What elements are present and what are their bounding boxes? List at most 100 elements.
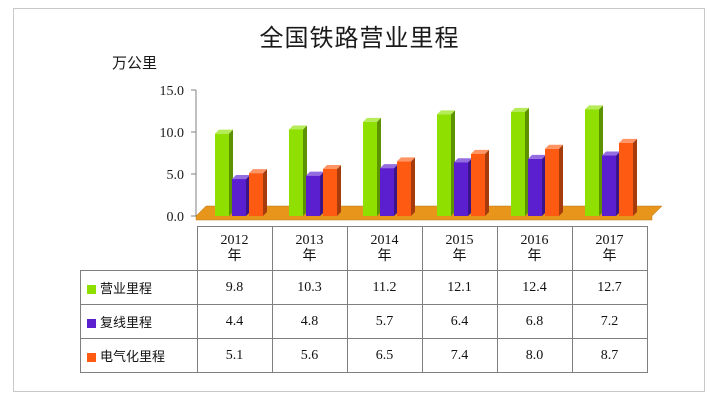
bar-group	[215, 105, 637, 216]
table-corner	[80, 226, 198, 271]
bar-top	[323, 164, 341, 169]
x-tick-suffix: 年	[227, 248, 242, 264]
bar-side	[263, 169, 267, 216]
bar-front	[602, 155, 616, 216]
x-tick-label: 2016	[520, 232, 549, 248]
bar-top	[249, 169, 267, 174]
bar-front	[363, 121, 377, 216]
table-row: 电气化里程 5.1 5.6 6.5 7.4 8.0 8.7	[80, 338, 648, 373]
data-label: 12.4	[496, 270, 573, 305]
bar-电气化里程-2016	[545, 144, 563, 216]
data-label: 10.3	[271, 270, 348, 305]
bar-top	[528, 154, 546, 159]
table-row: 营业里程 9.8 10.3 11.2 12.1 12.4 12.7	[80, 270, 648, 305]
bar-front	[289, 129, 303, 216]
bar-top	[289, 125, 307, 130]
bar-复线里程-2017	[602, 151, 620, 216]
x-tick-suffix: 年	[527, 248, 542, 264]
bar-top	[215, 129, 233, 134]
bar-营业里程-2012	[215, 129, 233, 216]
y-tick-label: 5.0	[167, 168, 185, 183]
x-tick-suffix: 年	[602, 248, 617, 264]
data-label: 9.8	[196, 270, 273, 305]
bar-front	[528, 158, 542, 216]
bar-front	[215, 133, 229, 216]
bar-front	[232, 179, 246, 216]
data-label: 8.7	[571, 338, 648, 373]
bar-top	[511, 107, 529, 112]
table-year-cell: 2017 年	[571, 226, 648, 271]
bar-side	[411, 157, 415, 216]
table-year-cell: 2016 年	[496, 226, 573, 271]
x-tick-label: 2017	[595, 232, 624, 248]
legend-swatch	[87, 353, 96, 362]
x-tick-label: 2014	[370, 232, 399, 248]
x-tick-label: 2013	[295, 232, 324, 248]
data-label: 12.1	[421, 270, 498, 305]
bar-复线里程-2015	[454, 158, 472, 216]
bar-top	[380, 164, 398, 169]
y-tick-label: 15.0	[160, 84, 185, 99]
chart-title: 全国铁路营业里程	[259, 24, 460, 52]
y-tick-label: 10.0	[160, 126, 185, 141]
y-axis-unit: 万公里	[112, 54, 158, 72]
legend-entry: 电气化里程	[80, 338, 198, 373]
bar-top	[619, 138, 637, 143]
bar-front	[585, 109, 599, 216]
data-label: 4.8	[271, 304, 348, 339]
bar-top	[437, 110, 455, 115]
bar-复线里程-2016	[528, 154, 546, 216]
bar-front	[397, 161, 411, 216]
bar-电气化里程-2013	[323, 164, 341, 216]
y-axis: 0.0 5.0 10.0 15.0	[160, 84, 197, 225]
y-tick-label: 0.0	[167, 210, 185, 225]
x-tick-suffix: 年	[452, 248, 467, 264]
bar-top	[397, 157, 415, 162]
data-label: 5.1	[196, 338, 273, 373]
bar-front	[511, 111, 525, 216]
bar-top	[471, 149, 489, 154]
bar-营业里程-2015	[437, 110, 455, 216]
bar-top	[306, 171, 324, 176]
data-label: 11.2	[346, 270, 423, 305]
legend-entry: 营业里程	[80, 270, 198, 305]
series-name: 营业里程	[100, 282, 153, 297]
x-tick-label: 2015	[445, 232, 474, 248]
table-year-cell: 2012 年	[196, 226, 273, 271]
series-name: 电气化里程	[100, 350, 166, 365]
bar-电气化里程-2017	[619, 138, 637, 216]
series-name: 复线里程	[100, 316, 153, 331]
x-tick-suffix: 年	[377, 248, 392, 264]
data-label: 6.5	[346, 338, 423, 373]
bar-复线里程-2012	[232, 175, 250, 216]
bar-side	[485, 149, 489, 216]
bar-front	[454, 162, 468, 216]
data-label: 12.7	[571, 270, 648, 305]
data-label: 8.0	[496, 338, 573, 373]
bar-电气化里程-2014	[397, 157, 415, 216]
data-table: 2012 年 2013 年 2014 年 2015 年 2016 年 2017 年 营业里程 9.8 10…	[80, 226, 648, 373]
x-tick-label: 2012	[220, 232, 249, 248]
data-label: 7.4	[421, 338, 498, 373]
bar-top	[454, 158, 472, 163]
bar-电气化里程-2015	[471, 149, 489, 216]
legend-swatch	[87, 285, 96, 294]
bar-front	[323, 168, 337, 216]
data-label: 5.7	[346, 304, 423, 339]
x-tick-suffix: 年	[302, 248, 317, 264]
bar-top	[545, 144, 563, 149]
bar-side	[559, 144, 563, 216]
bar-front	[437, 114, 451, 216]
bar-营业里程-2013	[289, 125, 307, 216]
table-row: 复线里程 4.4 4.8 5.7 6.4 6.8 7.2	[80, 304, 648, 339]
bar-营业里程-2014	[363, 117, 381, 216]
bar-复线里程-2013	[306, 171, 324, 216]
bar-front	[249, 173, 263, 216]
table-header-row: 2012 年 2013 年 2014 年 2015 年 2016 年 2017 年	[80, 226, 648, 271]
bar-top	[585, 105, 603, 110]
bar-top	[363, 117, 381, 122]
bar-top	[232, 175, 250, 180]
bar-营业里程-2017	[585, 105, 603, 216]
bar-电气化里程-2012	[249, 169, 267, 216]
